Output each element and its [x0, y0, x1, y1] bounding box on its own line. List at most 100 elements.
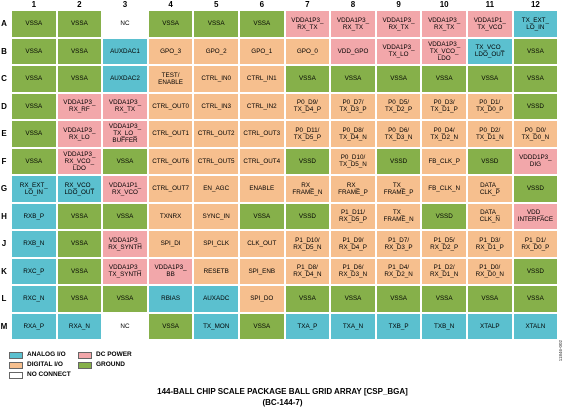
row-header-G: G	[0, 184, 8, 194]
ball-L5: AUXADC	[193, 285, 239, 313]
ball-E7: P0_D11/ TX_D5_P	[284, 120, 331, 148]
column-header-1: 1	[31, 0, 37, 9]
ball-A7: VDDA1P3_ RX_TX	[284, 10, 331, 38]
ball-M4: VSSA	[147, 312, 194, 340]
column-header-11: 11	[485, 0, 495, 9]
row-header-K: K	[1, 266, 7, 276]
ball-J10: P1_D5/ RX_D2_P	[421, 230, 467, 258]
ball-B7: GPO_0	[284, 37, 331, 65]
row-header-D: D	[1, 101, 7, 111]
ball-A3: NC	[102, 10, 148, 38]
ball-H5: SYNC_IN	[193, 202, 239, 230]
ball-E3: VDDA1P3_ TX_LO_ BUFFER	[102, 120, 148, 148]
ball-K6: SPI_ENB	[239, 257, 285, 285]
ball-B3: AUXDAC1	[102, 37, 148, 65]
column-header-2: 2	[77, 0, 82, 9]
ball-H6: VSSA	[239, 202, 285, 230]
column-header-7: 7	[305, 0, 310, 9]
ball-G10: FB_CLK_N	[421, 175, 467, 203]
ball-C9: VSSA	[375, 65, 422, 93]
row-header-F: F	[1, 156, 7, 166]
ball-C6: CTRL_IN1	[239, 65, 285, 93]
ball-M6: VSSA	[239, 312, 285, 340]
ball-E1: VSSA	[11, 120, 57, 148]
legend-swatch-digital	[9, 362, 23, 369]
ball-A5: VSSA	[193, 10, 239, 38]
row-header-B: B	[1, 46, 7, 56]
ball-H4: TXNRX	[147, 202, 194, 230]
legend-label-power: DC POWER	[96, 351, 132, 358]
ball-D3: VDDA1P3_ RX_TX	[102, 92, 148, 120]
ball-E11: P0_D2/ TX_D1_N	[467, 120, 513, 148]
ball-D11: P0_D1/ TX_D0_P	[467, 92, 513, 120]
ball-M11: XTALP	[467, 312, 513, 340]
ball-G12: VSSD	[512, 175, 559, 203]
ball-C4: TEST/ ENABLE	[147, 65, 194, 93]
legend-label-digital: DIGITAL I/O	[27, 361, 63, 368]
ball-D7: P0_D9/ TX_D4_P	[284, 92, 331, 120]
ball-M12: XTALN	[512, 312, 559, 340]
ball-A12: TX_EXT_ LO_IN	[512, 10, 559, 38]
column-header-6: 6	[259, 0, 265, 9]
ball-H8: P1_D11/ RX_D5_P	[330, 202, 376, 230]
ball-M5: TX_MON	[193, 312, 239, 340]
ball-J6: CLK_OUT	[239, 230, 285, 258]
ball-B9: VDDA1P3_ TX_LO	[375, 37, 422, 65]
column-header-12: 12	[530, 0, 540, 9]
ball-F5: CTRL_OUT5	[193, 147, 239, 175]
ball-G1: RX_EXT_ LO_IN	[11, 175, 57, 203]
row-header-A: A	[1, 19, 7, 29]
ball-M9: TXB_P	[375, 312, 422, 340]
ball-C1: VSSA	[11, 65, 57, 93]
ball-F10: FB_CLK_P	[421, 147, 467, 175]
row-header-M: M	[0, 321, 8, 331]
ball-B6: GPO_1	[239, 37, 285, 65]
ball-H11: DATA_ CLK_N	[467, 202, 513, 230]
ball-L10: VSSA	[421, 285, 467, 313]
ball-F8: P0_D10/ TX_D5_N	[330, 147, 376, 175]
column-header-8: 8	[350, 0, 356, 9]
ball-E2: VDDA1P3_ RX_LO	[56, 120, 103, 148]
ball-C12: VSSA	[512, 65, 559, 93]
legend-swatch-nc	[9, 372, 23, 379]
ball-A6: VSSA	[239, 10, 285, 38]
ball-D9: P0_D5/ TX_D2_P	[375, 92, 422, 120]
ball-K4: VDDA1P3_ BB	[147, 257, 194, 285]
ball-D10: P0_D3/ TX_D1_P	[421, 92, 467, 120]
ball-G11: DATA_ CLK_P	[467, 175, 513, 203]
ball-L1: RXC_N	[11, 285, 57, 313]
ball-D4: CTRL_OUT0	[147, 92, 194, 120]
ball-C3: AUXDAC2	[102, 65, 148, 93]
ball-M8: TXA_N	[330, 312, 376, 340]
ball-K10: P1_D2/ RX_D1_N	[421, 257, 467, 285]
ball-C2: VSSA	[56, 65, 103, 93]
ball-H1: RXB_P	[11, 202, 57, 230]
ball-M10: TXB_N	[421, 312, 467, 340]
ball-F1: VSSA	[11, 147, 57, 175]
ball-J4: SPI_DI	[147, 230, 194, 258]
column-header-5: 5	[213, 0, 219, 9]
row-header-L: L	[1, 294, 7, 304]
ball-G4: CTRL_OUT7	[147, 175, 194, 203]
ball-D2: VDDA1P3_ RX_RF	[56, 92, 103, 120]
ball-L9: VSSA	[375, 285, 422, 313]
ball-D5: CTRL_IN3	[193, 92, 239, 120]
ball-L12: VSSA	[512, 285, 559, 313]
ball-K1: RXC_P	[11, 257, 57, 285]
ball-L8: VSSA	[330, 285, 376, 313]
ball-L7: VSSA	[284, 285, 331, 313]
ball-A1: VSSA	[11, 10, 57, 38]
ball-E5: CTRL_OUT2	[193, 120, 239, 148]
ball-H2: VSSA	[56, 202, 103, 230]
ball-K5: RESETB	[193, 257, 239, 285]
ball-A2: VSSA	[56, 10, 103, 38]
ball-K12: VSSD	[512, 257, 559, 285]
ball-B2: VSSA	[56, 37, 103, 65]
ball-E12: P0_D0/ TX_D0_N	[512, 120, 559, 148]
row-header-E: E	[1, 129, 7, 139]
ball-G8: RX_ FRAME_P	[330, 175, 376, 203]
ball-H3: VSSA	[102, 202, 148, 230]
ball-C7: VSSA	[284, 65, 331, 93]
caption-title: 144-BALL CHIP SCALE PACKAGE BALL GRID AR…	[157, 387, 408, 396]
